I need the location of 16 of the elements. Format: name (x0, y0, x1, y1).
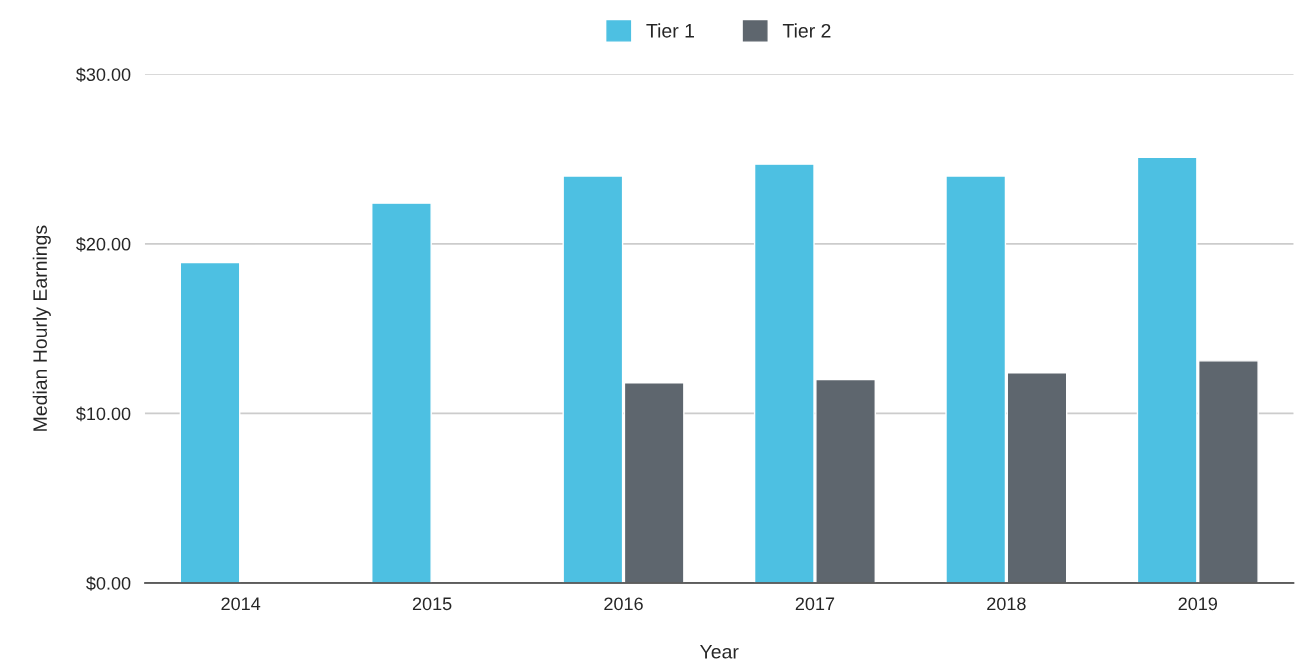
y-tick-label: $0.00 (86, 576, 131, 591)
bar (371, 202, 432, 584)
y-tick-label: $30.00 (76, 67, 131, 83)
x-tick-label: 2018 (987, 597, 1026, 611)
x-tick-label: 2016 (604, 597, 643, 611)
x-tick-label: 2017 (795, 597, 835, 611)
bar (179, 261, 241, 584)
y-tick-label: $20.00 (76, 237, 131, 252)
x-tick-label: 2019 (1178, 597, 1218, 611)
y-tick-label: $10.00 (76, 406, 131, 422)
y-axis-title: Median Hourly Earnings (32, 225, 51, 431)
x-axis-title: Year (700, 645, 739, 659)
legend-label: Tier 2 (782, 23, 831, 38)
x-tick-label: 2015 (412, 597, 452, 611)
legend-label: Tier 1 (646, 23, 694, 38)
x-tick-label: 2014 (221, 597, 261, 611)
